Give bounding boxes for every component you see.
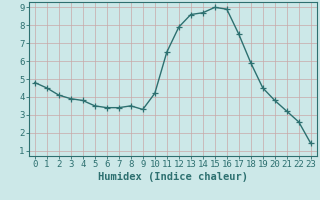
X-axis label: Humidex (Indice chaleur): Humidex (Indice chaleur): [98, 172, 248, 182]
